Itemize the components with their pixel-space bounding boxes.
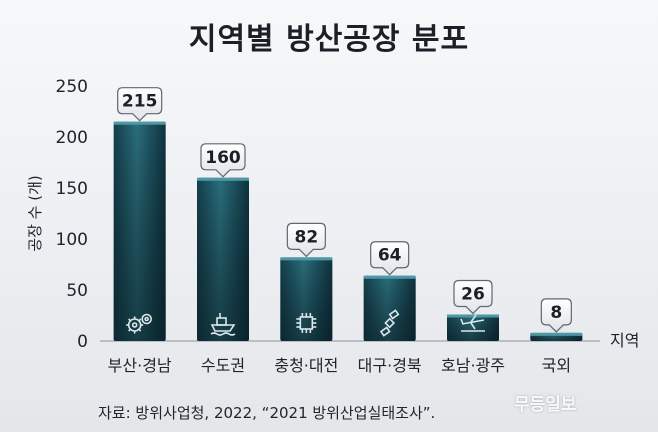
category-label: 수도권 [201, 356, 245, 375]
value-label: 160 [205, 148, 241, 168]
airplane-icon [460, 314, 485, 332]
bar-top-highlight [447, 314, 499, 318]
bar-shade [447, 314, 499, 341]
category-label: 부산·경남 [108, 356, 172, 375]
category-label: 국외 [542, 356, 571, 375]
y-tick-label: 250 [56, 77, 88, 97]
chart-title: 지역별 방산공장 분포 [188, 22, 470, 57]
bar-shade [280, 257, 333, 341]
chip-icon [296, 313, 317, 333]
y-tick-label: 150 [56, 179, 88, 199]
satellite-icon [379, 309, 400, 337]
bar-top-highlight [363, 275, 416, 279]
bar-shade [197, 177, 249, 341]
value-label: 26 [461, 284, 485, 304]
category-label: 충청·대전 [274, 356, 338, 375]
y-tick-label: 200 [56, 128, 88, 148]
value-label: 82 [294, 227, 318, 247]
x-axis-label: 지역 [610, 331, 639, 350]
y-axis-label: 공장 수 (개) [26, 175, 44, 251]
watermark-logo: 무등일보 [514, 395, 577, 415]
bar-top-highlight [280, 257, 333, 261]
value-callout [540, 298, 572, 333]
bar-top-highlight [530, 332, 583, 336]
value-label: 215 [122, 92, 158, 112]
bar-top-highlight [197, 177, 249, 181]
category-label: 호남·광주 [441, 356, 505, 375]
source-note: 자료: 방위사업청, 2022, “2021 방위산업실태조사”. [98, 404, 436, 422]
value-label: 64 [378, 246, 402, 266]
value-label: 8 [550, 303, 562, 323]
value-callout [117, 87, 163, 122]
y-tick-label: 50 [66, 281, 88, 301]
bar-shade [113, 121, 166, 341]
gears-icon [126, 313, 152, 334]
value-callout [453, 279, 493, 315]
value-callout [370, 241, 410, 276]
value-callout [200, 143, 246, 178]
y-tick-label: 0 [77, 332, 88, 352]
bar-top-highlight [113, 121, 166, 125]
bar-shade [363, 275, 416, 341]
y-tick-label: 100 [56, 230, 88, 250]
category-label: 대구·경북 [358, 356, 422, 375]
ship-icon [210, 313, 236, 336]
value-callout [286, 222, 326, 258]
